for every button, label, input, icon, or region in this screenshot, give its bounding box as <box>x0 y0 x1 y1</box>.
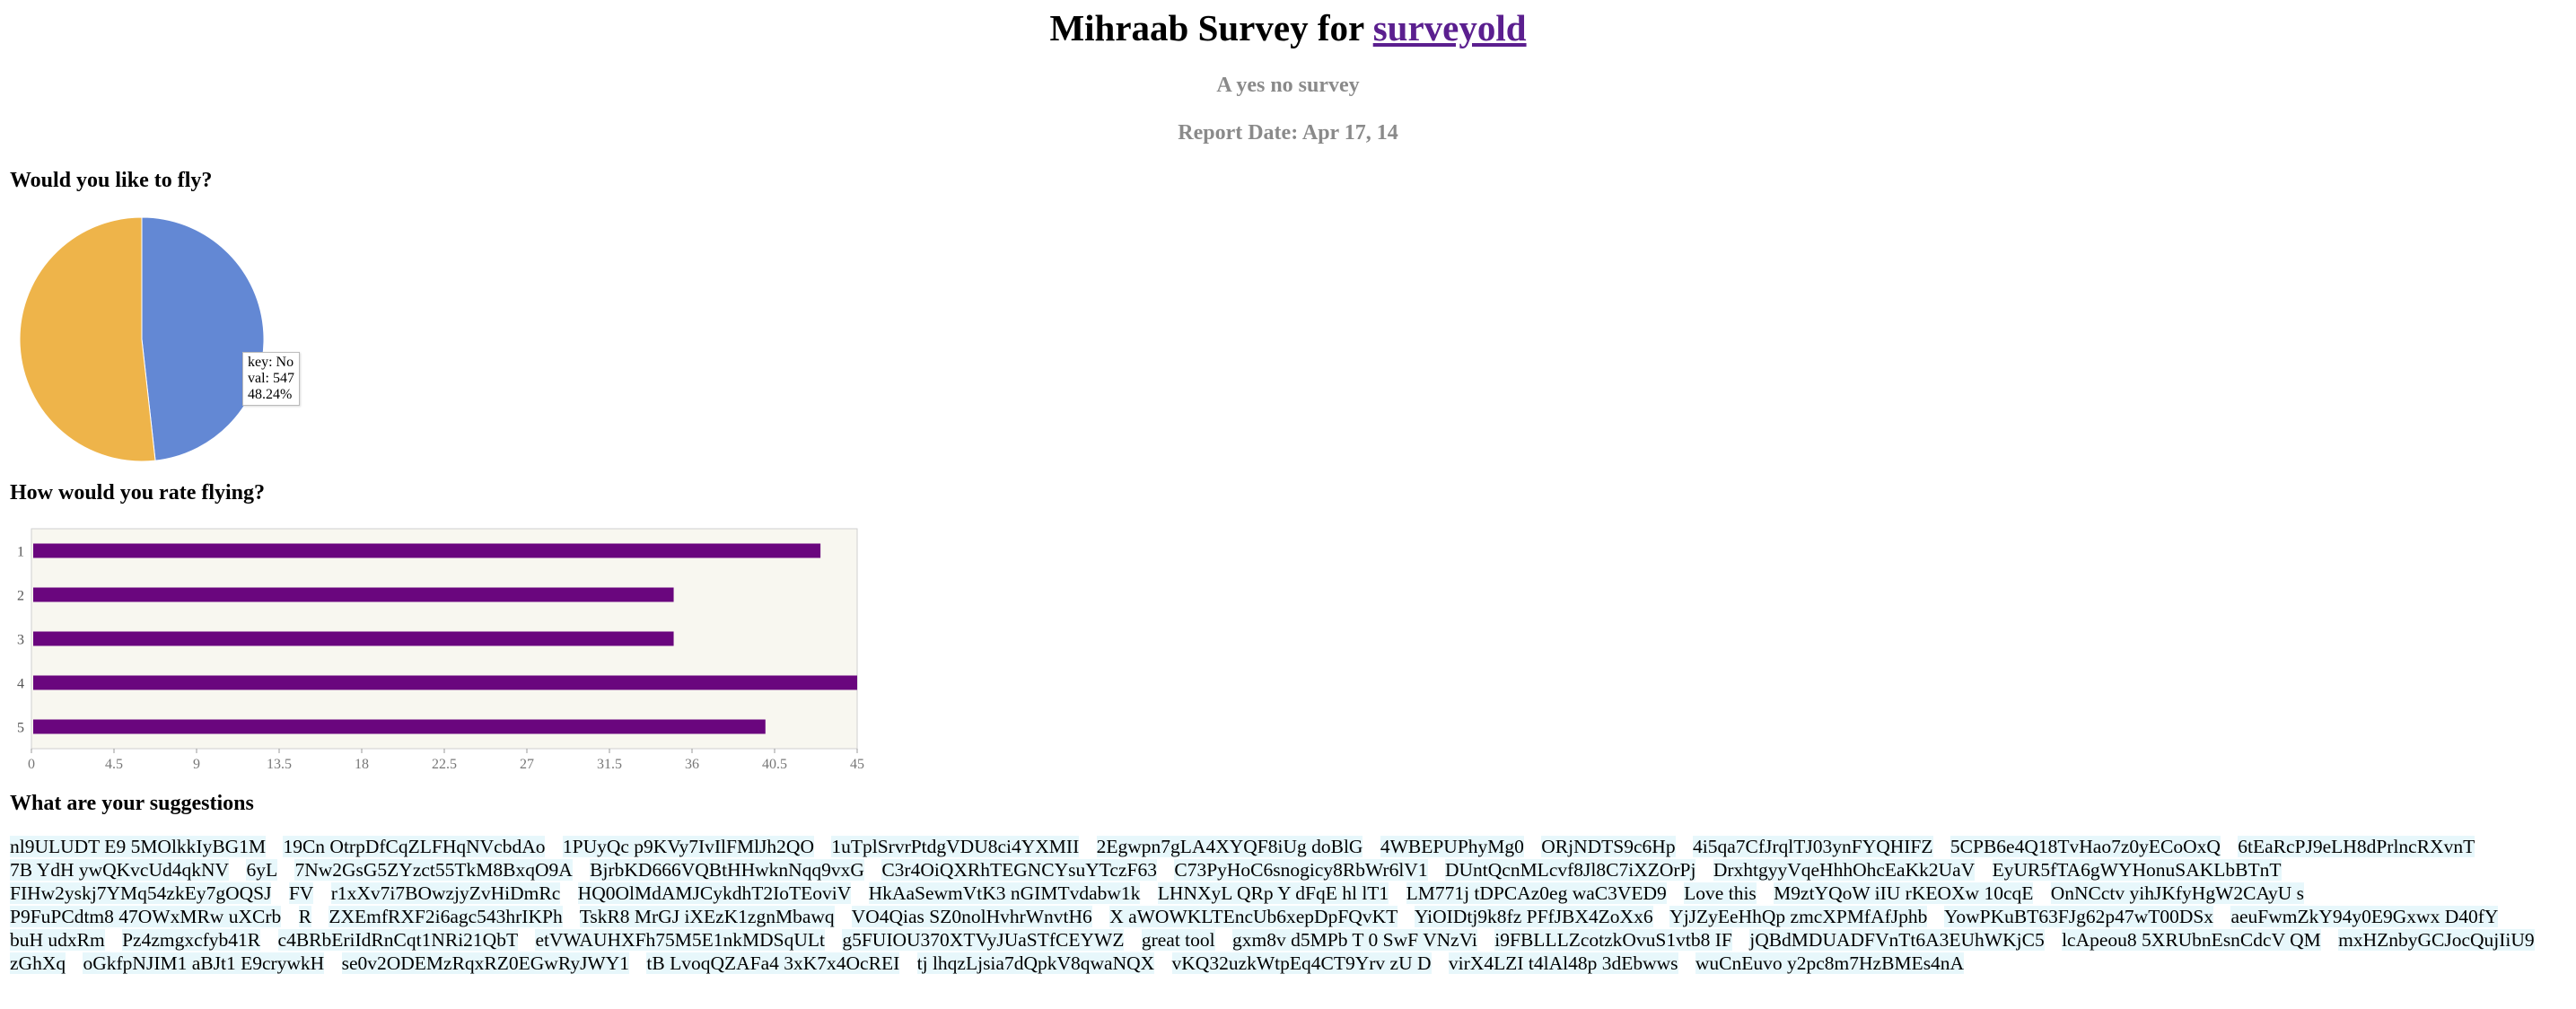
survey-description: A yes no survey <box>1216 74 1360 97</box>
bar-1[interactable] <box>33 543 821 558</box>
question-2-heading: How would you rate flying? <box>10 481 266 504</box>
suggestion-item: 6yL <box>246 859 278 881</box>
y-tick-label: 3 <box>17 633 24 648</box>
bar-4[interactable] <box>33 675 857 690</box>
report-date: Report Date: Apr 17, 14 <box>1178 121 1398 145</box>
suggestion-item: tj lhqzLjsia7dQpkV8qwaNQX <box>916 952 1155 974</box>
suggestion-item: gxm8v d5MPb T 0 SwF VNzVi <box>1232 929 1477 951</box>
tooltip-value: val: 547 <box>248 371 294 386</box>
suggestion-item: vKQ32uzkWtpEq4CT9Yrv zU D <box>1171 952 1432 974</box>
suggestion-item: BjrbKD666VQBtHHwknNqq9vxG <box>590 859 864 881</box>
bar-2[interactable] <box>33 587 674 602</box>
x-tick-label: 13.5 <box>267 757 292 772</box>
bar-5[interactable] <box>33 719 766 734</box>
bar-chart: 1 2 3 4 5 0 4.5 9 13.5 18 22.5 27 31.5 36 40.5 45 <box>0 524 880 772</box>
suggestion-item: nl9ULUDT E9 5MOlkkIyBG1M <box>10 836 267 857</box>
suggestion-item: 19Cn OtrpDfCqZLFHqNVcbdAo <box>283 836 546 857</box>
pie-chart <box>18 214 287 465</box>
suggestion-item: buH udxRm <box>10 929 105 951</box>
suggestion-item: ZXEmfRXF2i6agc543hrIKPh <box>329 906 563 927</box>
suggestion-item: LM771j tDPCAz0eg waC3VED9 <box>1406 882 1667 904</box>
suggestion-item: P9FuPCdtm8 47OWxMRw uXCrb <box>10 906 282 927</box>
suggestion-item: Pz4zmgxcfyb41R <box>122 929 261 951</box>
suggestion-item: HkAaSewmVtK3 nGIMTvdabw1k <box>868 882 1141 904</box>
suggestion-item: OnNCctv yihJKfyHgW2CAyU s <box>2050 882 2305 904</box>
suggestion-item: se0v2ODEMzRqxRZ0EGwRyJWY1 <box>341 952 629 974</box>
suggestion-item: R <box>298 906 311 927</box>
suggestion-item: TskR8 MrGJ iXEzK1zgnMbawq <box>579 906 835 927</box>
tooltip-key: key: No <box>248 355 294 370</box>
suggestion-item: i9FBLLLZcotzkOvuS1vtb8 IF <box>1494 929 1732 951</box>
suggestion-item: 4WBEPUPhyMg0 <box>1380 836 1524 857</box>
tooltip-percent: 48.24% <box>248 387 293 402</box>
x-tick-label: 4.5 <box>105 757 123 772</box>
suggestion-item: 6tEaRcPJ9eLH8dPrlncRXvnT <box>2238 836 2475 857</box>
x-tick-label: 0 <box>28 757 35 772</box>
bar-3[interactable] <box>33 631 674 646</box>
suggestion-item: C73PyHoC6snogicy8RbWr6lV1 <box>1174 859 1428 881</box>
suggestion-item: Love this <box>1684 882 1757 904</box>
suggestion-item: aeuFwmZkY94y0E9Gxwx D40fY <box>2230 906 2499 927</box>
question-1-heading: Would you like to fly? <box>10 169 213 192</box>
pie-slice-no[interactable] <box>141 216 265 461</box>
suggestion-item: 4i5qa7CfJrqlTJ03ynFYQHIFZ <box>1692 836 1933 857</box>
suggestion-item: VO4Qias SZ0nolHvhrWnvtH6 <box>851 906 1092 927</box>
suggestion-item: YiOIDtj9k8fz PFfJBX4ZoXx6 <box>1414 906 1653 927</box>
x-tick-label: 36 <box>685 757 699 772</box>
suggestion-item: FIHw2yskj7YMq54zkEy7gOQSJ <box>10 882 272 904</box>
suggestion-item: 1uTplSrvrPtdgVDU8ci4YXMII <box>831 836 1080 857</box>
x-tick-label: 31.5 <box>597 757 622 772</box>
suggestion-item: jQBdMDUADFVnTt6A3EUhWKjC5 <box>1749 929 2045 951</box>
suggestion-item: g5FUIOU370XTVyJUaSTfCEYWZ <box>842 929 1125 951</box>
suggestion-item: wuCnEuvo y2pc8m7HzBMEs4nA <box>1695 952 1965 974</box>
suggestion-item: YjJZyEeHhQp zmcXPMfAfJphb <box>1669 906 1928 927</box>
x-tick-label: 9 <box>193 757 200 772</box>
suggestion-item: r1xXv7i7BOwzjyZvHiDmRc <box>330 882 561 904</box>
suggestion-item: 5CPB6e4Q18TvHao7z0yECoOxQ <box>1950 836 2221 857</box>
suggestion-item: 7Nw2GsG5ZYzct55TkM8BxqO9A <box>294 859 573 881</box>
suggestion-item: c4BRbEriIdRnCqt1NRi21QbT <box>277 929 519 951</box>
suggestion-item: EyUR5fTA6gWYHonuSAKLbBTnT <box>1992 859 2282 881</box>
y-tick-label: 4 <box>17 677 24 692</box>
suggestion-item: lcApeou8 5XRUbnEsnCdcV QM <box>2062 929 2321 951</box>
suggestion-item: zGhXq <box>10 952 66 974</box>
suggestion-item: tB LvoqQZAFa4 3xK7x4OcREI <box>646 952 900 974</box>
suggestion-item: virX4LZI t4lAl48p 3dEbwws <box>1448 952 1678 974</box>
x-tick-label: 22.5 <box>432 757 457 772</box>
suggestion-item: LHNXyL QRp Y dFqE hl lT1 <box>1157 882 1389 904</box>
y-tick-label: 1 <box>17 545 24 560</box>
x-tick-label: 27 <box>520 757 534 772</box>
suggestion-item: 7B YdH ywQKvcUd4qkNV <box>10 859 230 881</box>
pie-tooltip: key: No val: 547 48.24% <box>242 352 300 406</box>
y-tick-label: 5 <box>17 721 24 736</box>
survey-link[interactable]: surveyold <box>1372 7 1527 48</box>
suggestion-item: X aWOWKLTEncUb6xepDpFQvKT <box>1109 906 1398 927</box>
suggestion-item: mxHZnbyGCJocQujIiU9 <box>2338 929 2535 951</box>
suggestion-item: great tool <box>1141 929 1215 951</box>
suggestion-item: YowPKuBT63FJg62p47wT00DSx <box>1943 906 2214 927</box>
suggestion-item: FV <box>288 882 314 904</box>
title-prefix: Mihraab Survey for <box>1049 7 1364 48</box>
suggestion-item: 1PUyQc p9KVy7IvIlFMlJh2QO <box>562 836 814 857</box>
suggestion-item: DUntQcnMLcvf8Jl8C7iXZOrPj <box>1444 859 1696 881</box>
suggestion-item: etVWAUHXFh75M5E1nkMDSqULt <box>535 929 825 951</box>
suggestion-item: M9ztYQoW iIU rKEOXw 10cqE <box>1774 882 2034 904</box>
suggestion-item: 2Egwpn7gLA4XYQF8iUg doBlG <box>1096 836 1363 857</box>
suggestion-item: HQ0OlMdAMJCykdhT2IoTEoviV <box>577 882 852 904</box>
x-tick-label: 40.5 <box>762 757 787 772</box>
y-tick-label: 2 <box>17 589 24 604</box>
question-3-heading: What are your suggestions <box>10 792 254 815</box>
suggestion-item: DrxhtgyyVqeHhhOhcEaKk2UaV <box>1713 859 1976 881</box>
pie-slice-other[interactable] <box>19 216 156 462</box>
x-tick-label: 18 <box>355 757 369 772</box>
page-title: Mihraab Survey for surveyold <box>0 2 2576 54</box>
suggestion-item: C3r4OiQXRhTEGNCYsuYTczF63 <box>881 859 1157 881</box>
suggestions-list: nl9ULUDT E9 5MOlkkIyBG1M 19Cn OtrpDfCqZL… <box>10 835 2568 975</box>
x-tick-label: 45 <box>850 757 864 772</box>
suggestion-item: oGkfpNJIM1 aBJt1 E9crywkH <box>83 952 325 974</box>
suggestion-item: ORjNDTS9c6Hp <box>1541 836 1676 857</box>
